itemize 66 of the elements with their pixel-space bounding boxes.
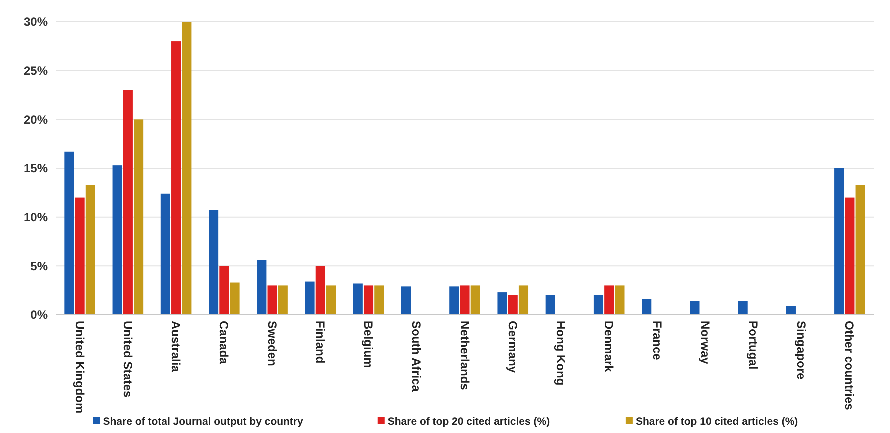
x-tick-label: Canada <box>217 321 232 365</box>
bar <box>268 286 278 315</box>
x-tick-label: Belgium <box>362 321 376 368</box>
legend-label: Share of top 20 cited articles (%) <box>388 416 550 428</box>
bar <box>856 185 866 315</box>
y-tick-label: 30% <box>24 15 48 30</box>
bar <box>364 286 374 315</box>
x-tick-label: Portugal <box>746 321 761 370</box>
bar <box>845 198 855 315</box>
bar <box>86 185 96 315</box>
bar <box>401 286 412 315</box>
bar <box>470 286 480 315</box>
bar <box>690 301 700 315</box>
x-tick-label: Other countries <box>842 321 857 411</box>
bar <box>75 198 85 315</box>
bar <box>834 168 844 315</box>
bar <box>546 295 556 315</box>
bar <box>786 306 796 315</box>
bar <box>209 210 219 315</box>
y-tick-label: 20% <box>24 112 48 127</box>
bar <box>112 166 122 315</box>
bar <box>305 282 315 315</box>
x-tick-label: United Kingdom <box>72 321 87 414</box>
x-tick-label: Germany <box>506 321 520 374</box>
bar <box>134 120 144 315</box>
x-tick-label: Norway <box>698 321 712 365</box>
y-tick-label: 5% <box>30 259 48 274</box>
bar <box>316 266 326 315</box>
bar <box>257 260 267 315</box>
bar <box>172 42 182 315</box>
x-tick-label: Australia <box>169 321 184 373</box>
legend-label: Share of top 10 cited articles (%) <box>636 416 798 428</box>
bar <box>518 286 529 315</box>
bar <box>326 286 336 315</box>
bar <box>123 90 133 315</box>
bar <box>498 292 508 315</box>
bar <box>353 284 363 315</box>
bar <box>594 295 604 315</box>
bar <box>278 286 288 315</box>
bar <box>738 301 748 315</box>
bar <box>220 266 230 315</box>
bar <box>615 286 625 315</box>
y-tick-label: 25% <box>24 64 48 78</box>
bar <box>230 282 240 315</box>
bar <box>450 286 460 315</box>
legend-label: Share of total Journal output by country <box>103 416 304 428</box>
x-tick-label: Finland <box>313 321 328 364</box>
x-tick-label: Sweden <box>265 321 280 366</box>
x-tick-label: France <box>650 321 664 361</box>
bar <box>604 286 614 315</box>
y-tick-label: 15% <box>24 162 48 176</box>
bar <box>182 22 192 315</box>
x-tick-label: Netherlands <box>458 321 472 391</box>
x-tick-label: United States <box>120 321 135 398</box>
x-tick-label: Hong Kong <box>554 321 568 386</box>
y-tick-label: 10% <box>24 210 48 225</box>
bar <box>64 152 74 315</box>
bar <box>160 194 170 315</box>
bar <box>374 286 384 315</box>
bar <box>460 286 470 315</box>
x-tick-label: Denmark <box>602 321 616 373</box>
bar <box>642 299 652 315</box>
x-tick-label: South Africa <box>410 321 424 392</box>
x-tick-label: Singapore <box>794 321 809 380</box>
y-tick-label: 0% <box>30 308 48 322</box>
bar <box>508 295 518 315</box>
